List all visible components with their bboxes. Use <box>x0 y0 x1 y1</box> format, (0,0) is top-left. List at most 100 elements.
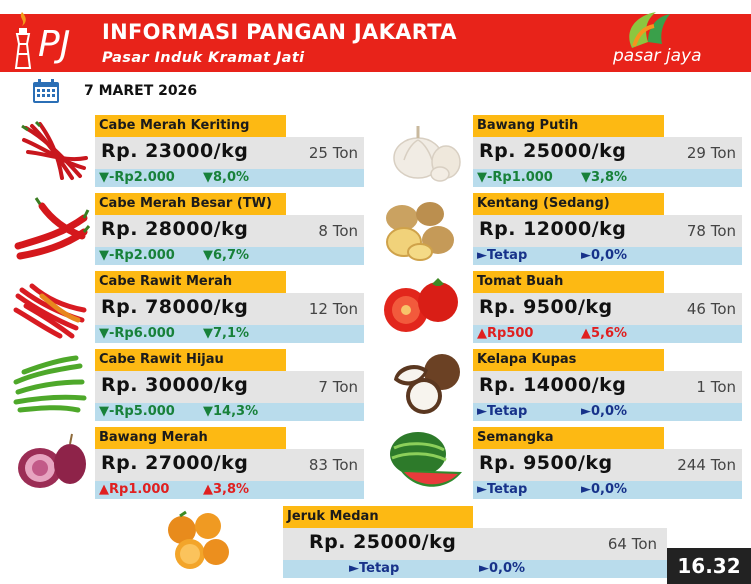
price-value: Rp. 9500/kg <box>479 452 613 474</box>
change-row: ▼-Rp5.000 ▼14,3% <box>95 403 364 421</box>
price-value: Rp. 12000/kg <box>479 218 627 240</box>
pj-logo-icon: PJ <box>8 12 90 72</box>
commodity-name: Jeruk Medan <box>283 506 473 528</box>
tomato-icon <box>384 278 458 332</box>
green-chili-icon <box>13 355 87 413</box>
price-value: Rp. 78000/kg <box>101 296 249 318</box>
change-percent: ►0,0% <box>581 482 628 497</box>
commodity-name: Bawang Merah <box>95 427 286 449</box>
stock-value: 244 Ton <box>677 456 736 474</box>
report-date: 7 MARET 2026 <box>84 83 198 99</box>
stock-value: 25 Ton <box>308 144 358 162</box>
change-row: ▼-Rp1.000 ▼3,8% <box>473 169 742 187</box>
change-percent: ►0,0% <box>479 561 526 576</box>
coconut-icon <box>394 354 460 414</box>
price-card-jeruk-medan: Jeruk Medan Rp. 25000/kg 64 Ton ►Tetap ►0,0% <box>283 506 667 578</box>
shallot-icon <box>18 433 86 488</box>
price-row: Rp. 14000/kg 1 Ton <box>473 371 742 403</box>
price-row: Rp. 12000/kg 78 Ton <box>473 215 742 247</box>
bird-eye-chili-icon <box>13 283 87 339</box>
price-card-kentang-sedang: Kentang (Sedang) Rp. 12000/kg 78 Ton ►Tetap… <box>473 193 742 265</box>
commodity-name: Kelapa Kupas <box>473 349 664 371</box>
price-card-cabe-merah-keriting: Cabe Merah Keriting Rp. 23000/kg 25 Ton ▼-R… <box>95 115 364 187</box>
commodity-name: Cabe Rawit Merah <box>95 271 286 293</box>
change-percent: ▼14,3% <box>203 404 259 419</box>
price-card-tomat-buah: Tomat Buah Rp. 9500/kg 46 Ton ▲Rp500 ▲5,6% <box>473 271 742 343</box>
commodity-name: Bawang Putih <box>473 115 664 137</box>
page-subtitle: Pasar Induk Kramat Jati <box>102 50 305 66</box>
change-percent: ▲3,8% <box>203 482 250 497</box>
change-amount: ▼-Rp1.000 <box>477 170 553 185</box>
change-amount: ▼-Rp2.000 <box>99 170 175 185</box>
change-percent: ►0,0% <box>581 248 628 263</box>
header-band <box>0 14 751 72</box>
watermelon-icon <box>390 432 462 487</box>
price-card-cabe-rawit-merah: Cabe Rawit Merah Rp. 78000/kg 12 Ton ▼-Rp6.… <box>95 271 364 343</box>
price-row: Rp. 27000/kg 83 Ton <box>95 449 364 481</box>
change-amount: ▲Rp500 <box>477 326 534 341</box>
header: PJ INFORMASI PANGAN JAKARTA Pasar Induk … <box>0 0 751 74</box>
price-value: Rp. 25000/kg <box>309 531 457 553</box>
orange-icon <box>168 510 229 569</box>
price-value: Rp. 25000/kg <box>479 140 627 162</box>
price-card-cabe-rawit-hijau: Cabe Rawit Hijau Rp. 30000/kg 7 Ton ▼-Rp5.0… <box>95 349 364 421</box>
price-value: Rp. 14000/kg <box>479 374 627 396</box>
pj-logo-text: PJ <box>38 24 70 65</box>
stock-value: 64 Ton <box>607 535 657 553</box>
change-row: ▼-Rp2.000 ▼8,0% <box>95 169 364 187</box>
clock-overlay: 16.32 <box>667 548 751 584</box>
change-row: ►Tetap ►0,0% <box>283 560 667 578</box>
price-card-kelapa-kupas: Kelapa Kupas Rp. 14000/kg 1 Ton ►Tetap ►0,0% <box>473 349 742 421</box>
red-chili-icon <box>21 120 88 180</box>
change-row: ▼-Rp6.000 ▼7,1% <box>95 325 364 343</box>
stock-value: 12 Ton <box>308 300 358 318</box>
change-percent: ►0,0% <box>581 404 628 419</box>
price-row: Rp. 25000/kg 29 Ton <box>473 137 742 169</box>
commodity-name: Kentang (Sedang) <box>473 193 664 215</box>
price-value: Rp. 27000/kg <box>101 452 249 474</box>
page-title: INFORMASI PANGAN JAKARTA <box>102 20 457 44</box>
big-red-chili-icon <box>14 197 90 260</box>
stock-value: 1 Ton <box>696 378 736 396</box>
price-row: Rp. 28000/kg 8 Ton <box>95 215 364 247</box>
price-card-bawang-merah: Bawang Merah Rp. 27000/kg 83 Ton ▲Rp1.000 ▲3… <box>95 427 364 499</box>
change-row: ►Tetap ►0,0% <box>473 247 742 265</box>
pasar-jaya-logo-icon <box>629 12 670 48</box>
price-row: Rp. 25000/kg 64 Ton <box>283 528 667 560</box>
price-value: Rp. 28000/kg <box>101 218 249 240</box>
change-percent: ▼7,1% <box>203 326 250 341</box>
price-card-cabe-merah-besar-tw: Cabe Merah Besar (TW) Rp. 28000/kg 8 Ton ▼-… <box>95 193 364 265</box>
commodity-name: Tomat Buah <box>473 271 664 293</box>
commodity-name: Semangka <box>473 427 664 449</box>
price-value: Rp. 23000/kg <box>101 140 249 162</box>
change-row: ►Tetap ►0,0% <box>473 403 742 421</box>
price-value: Rp. 30000/kg <box>101 374 249 396</box>
calendar-icon <box>33 79 59 103</box>
change-row: ►Tetap ►0,0% <box>473 481 742 499</box>
change-row: ▲Rp1.000 ▲3,8% <box>95 481 364 499</box>
stock-value: 29 Ton <box>686 144 736 162</box>
stock-value: 8 Ton <box>318 222 358 240</box>
change-amount: ►Tetap <box>477 482 528 497</box>
change-percent: ▲5,6% <box>581 326 628 341</box>
commodity-name: Cabe Merah Besar (TW) <box>95 193 286 215</box>
stock-value: 78 Ton <box>686 222 736 240</box>
price-row: Rp. 23000/kg 25 Ton <box>95 137 364 169</box>
change-percent: ▼8,0% <box>203 170 250 185</box>
potato-icon <box>386 202 454 261</box>
stock-value: 46 Ton <box>686 300 736 318</box>
commodity-name: Cabe Merah Keriting <box>95 115 286 137</box>
commodity-name: Cabe Rawit Hijau <box>95 349 286 371</box>
price-row: Rp. 30000/kg 7 Ton <box>95 371 364 403</box>
stock-value: 7 Ton <box>318 378 358 396</box>
price-card-bawang-putih: Bawang Putih Rp. 25000/kg 29 Ton ▼-Rp1.000 ▼… <box>473 115 742 187</box>
change-amount: ▼-Rp2.000 <box>99 248 175 263</box>
change-percent: ▼3,8% <box>581 170 628 185</box>
change-row: ▼-Rp2.000 ▼6,7% <box>95 247 364 265</box>
price-row: Rp. 9500/kg 244 Ton <box>473 449 742 481</box>
stock-value: 83 Ton <box>308 456 358 474</box>
garlic-icon <box>393 126 461 182</box>
change-amount: ►Tetap <box>477 404 528 419</box>
change-amount: ▼-Rp6.000 <box>99 326 175 341</box>
change-amount: ▲Rp1.000 <box>99 482 170 497</box>
